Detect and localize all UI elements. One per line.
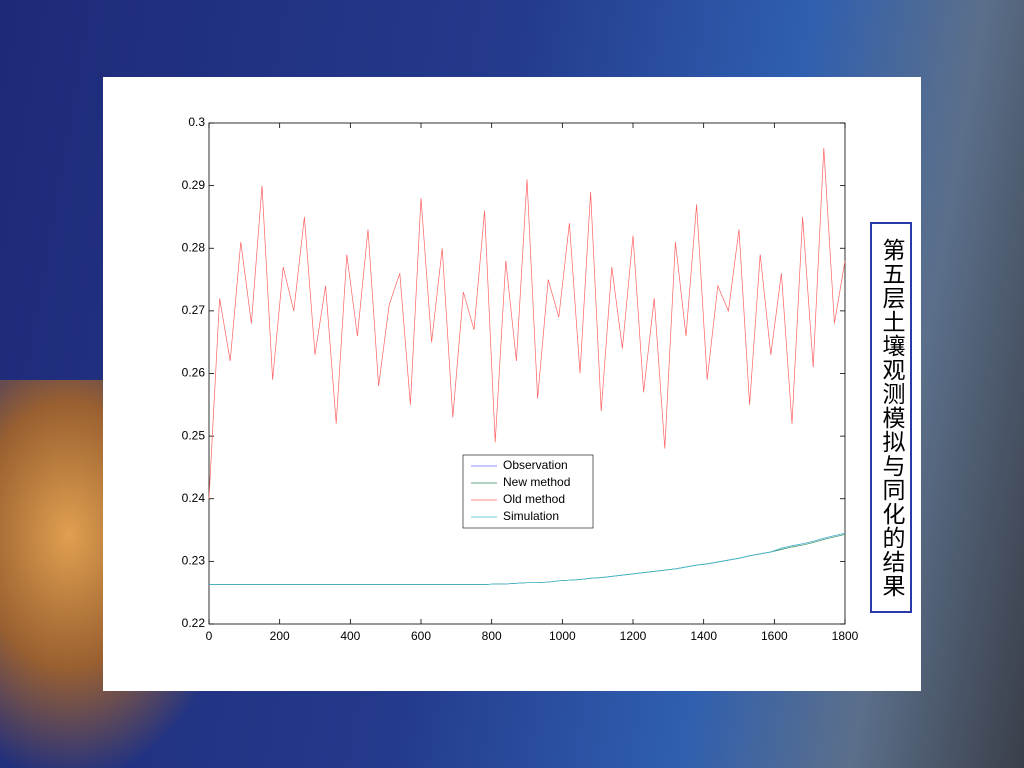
y-tick-label: 0.3 — [188, 115, 205, 129]
legend-label: New method — [503, 475, 570, 489]
plot-area — [208, 122, 846, 625]
y-tick-label: 0.28 — [182, 240, 206, 254]
legend-box — [462, 454, 594, 529]
chart-panel: 0.22 0.23 0.24 0.25 0.26 0.27 0.28 0.29 0.3 0 200 4… — [103, 77, 921, 691]
y-tick-label: 0.25 — [182, 428, 206, 442]
x-tick-label: 1200 — [620, 629, 647, 643]
chart: 0.22 0.23 0.24 0.25 0.26 0.27 0.28 0.29 0.3 0 200 4… — [182, 115, 859, 643]
legend-label: Observation — [503, 458, 568, 472]
series-line — [208, 148, 846, 499]
x-tick-label: 1000 — [549, 629, 576, 643]
chart-title: 第五层土壤观测模拟与同化的结果 — [870, 222, 912, 613]
x-tick-label: 1600 — [761, 629, 788, 643]
x-tick-label: 800 — [482, 629, 502, 643]
x-tick-label: 0 — [206, 629, 213, 643]
y-tick-label: 0.24 — [182, 491, 206, 505]
y-tick-label: 0.29 — [182, 178, 206, 192]
y-tick-label: 0.26 — [182, 366, 206, 380]
x-tick-label: 600 — [411, 629, 431, 643]
legend-label: Old method — [503, 492, 565, 506]
x-tick-label: 1400 — [690, 629, 717, 643]
legend-label: Simulation — [503, 509, 559, 523]
x-tick-label: 200 — [270, 629, 290, 643]
series-line — [209, 532, 846, 585]
y-tick-label: 0.27 — [182, 303, 206, 317]
x-tick-label: 1800 — [832, 629, 859, 643]
y-tick-label: 0.23 — [182, 554, 206, 568]
x-tick-label: 400 — [340, 629, 360, 643]
y-tick-label: 0.22 — [182, 616, 206, 630]
